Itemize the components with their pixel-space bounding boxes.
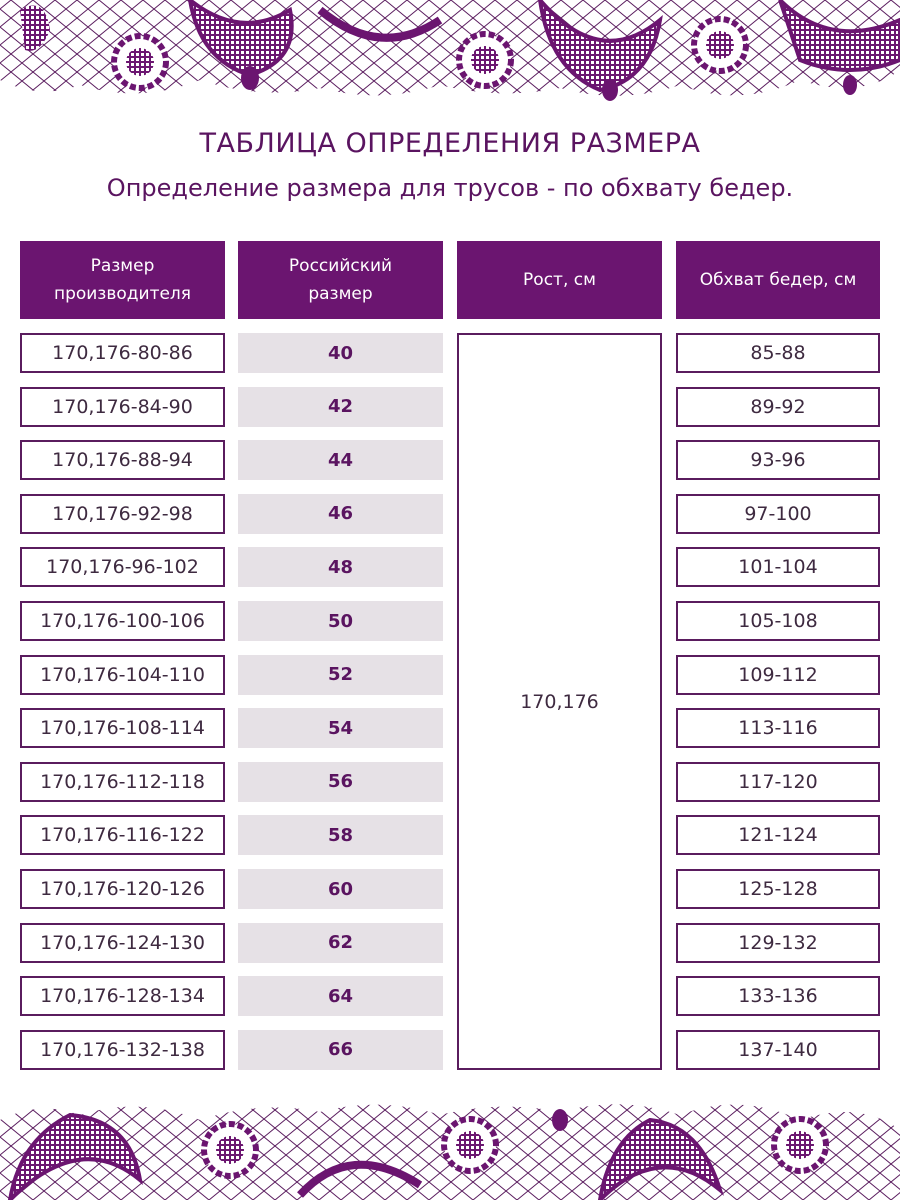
manufacturer-size-cell: 170,176-132-138 bbox=[20, 1029, 225, 1070]
hip-girth-cell: 101-104 bbox=[676, 547, 880, 588]
russian-size-cell: 52 bbox=[238, 654, 443, 695]
hip-girth-cell: 89-92 bbox=[676, 386, 880, 427]
lace-border-top bbox=[0, 0, 900, 101]
manufacturer-size-cell: 170,176-92-98 bbox=[20, 493, 225, 534]
page-subtitle: Определение размера для трусов - по обхв… bbox=[106, 174, 794, 202]
hip-girth-cell: 97-100 bbox=[676, 493, 880, 534]
russian-size-cell: 54 bbox=[238, 708, 443, 749]
russian-size-cell: 62 bbox=[238, 922, 443, 963]
hip-girth-cell: 93-96 bbox=[676, 440, 880, 481]
russian-size-cell: 46 bbox=[238, 493, 443, 534]
russian-size-cell: 42 bbox=[238, 386, 443, 427]
hip-girth-cell: 137-140 bbox=[676, 1029, 880, 1070]
russian-size-cell: 56 bbox=[238, 761, 443, 802]
russian-size-cell: 44 bbox=[238, 440, 443, 481]
header-height: Рост, см bbox=[457, 241, 662, 319]
manufacturer-size-cell: 170,176-116-122 bbox=[20, 815, 225, 856]
hip-girth-cell: 129-132 bbox=[676, 922, 880, 963]
hip-girth-cell: 125-128 bbox=[676, 869, 880, 909]
hip-girth-cell: 117-120 bbox=[676, 761, 880, 802]
header-russian-size: Российский размер bbox=[238, 241, 443, 319]
russian-size-cell: 40 bbox=[238, 333, 443, 373]
manufacturer-size-cell: 170,176-80-86 bbox=[20, 333, 225, 373]
hip-girth-cell: 105-108 bbox=[676, 601, 880, 641]
page-title: ТАБЛИЦА ОПРЕДЕЛЕНИЯ РАЗМЕРА bbox=[199, 128, 701, 159]
manufacturer-size-cell: 170,176-84-90 bbox=[20, 386, 225, 427]
manufacturer-size-cell: 170,176-104-110 bbox=[20, 654, 225, 695]
hip-girth-cell: 113-116 bbox=[676, 708, 880, 749]
hip-girth-cell: 109-112 bbox=[676, 654, 880, 695]
height-cell: 170,176 bbox=[457, 333, 662, 1070]
hip-girth-cell: 133-136 bbox=[676, 976, 880, 1017]
manufacturer-size-cell: 170,176-128-134 bbox=[20, 976, 225, 1017]
hip-girth-cell: 85-88 bbox=[676, 333, 880, 373]
russian-size-cell: 64 bbox=[238, 976, 443, 1017]
hip-girth-cell: 121-124 bbox=[676, 815, 880, 856]
manufacturer-size-cell: 170,176-96-102 bbox=[20, 547, 225, 588]
manufacturer-size-cell: 170,176-112-118 bbox=[20, 761, 225, 802]
manufacturer-size-cell: 170,176-120-126 bbox=[20, 869, 225, 909]
russian-size-cell: 60 bbox=[238, 869, 443, 909]
header-hip-girth: Обхват бедер, см bbox=[676, 241, 880, 319]
header-manufacturer-size: Размер производителя bbox=[20, 241, 225, 319]
russian-size-cell: 48 bbox=[238, 547, 443, 588]
manufacturer-size-cell: 170,176-100-106 bbox=[20, 601, 225, 641]
manufacturer-size-cell: 170,176-108-114 bbox=[20, 708, 225, 749]
lace-border-bottom bbox=[0, 1104, 900, 1200]
russian-size-cell: 50 bbox=[238, 601, 443, 641]
russian-size-cell: 66 bbox=[238, 1029, 443, 1070]
manufacturer-size-cell: 170,176-124-130 bbox=[20, 922, 225, 963]
manufacturer-size-cell: 170,176-88-94 bbox=[20, 440, 225, 481]
russian-size-cell: 58 bbox=[238, 815, 443, 856]
